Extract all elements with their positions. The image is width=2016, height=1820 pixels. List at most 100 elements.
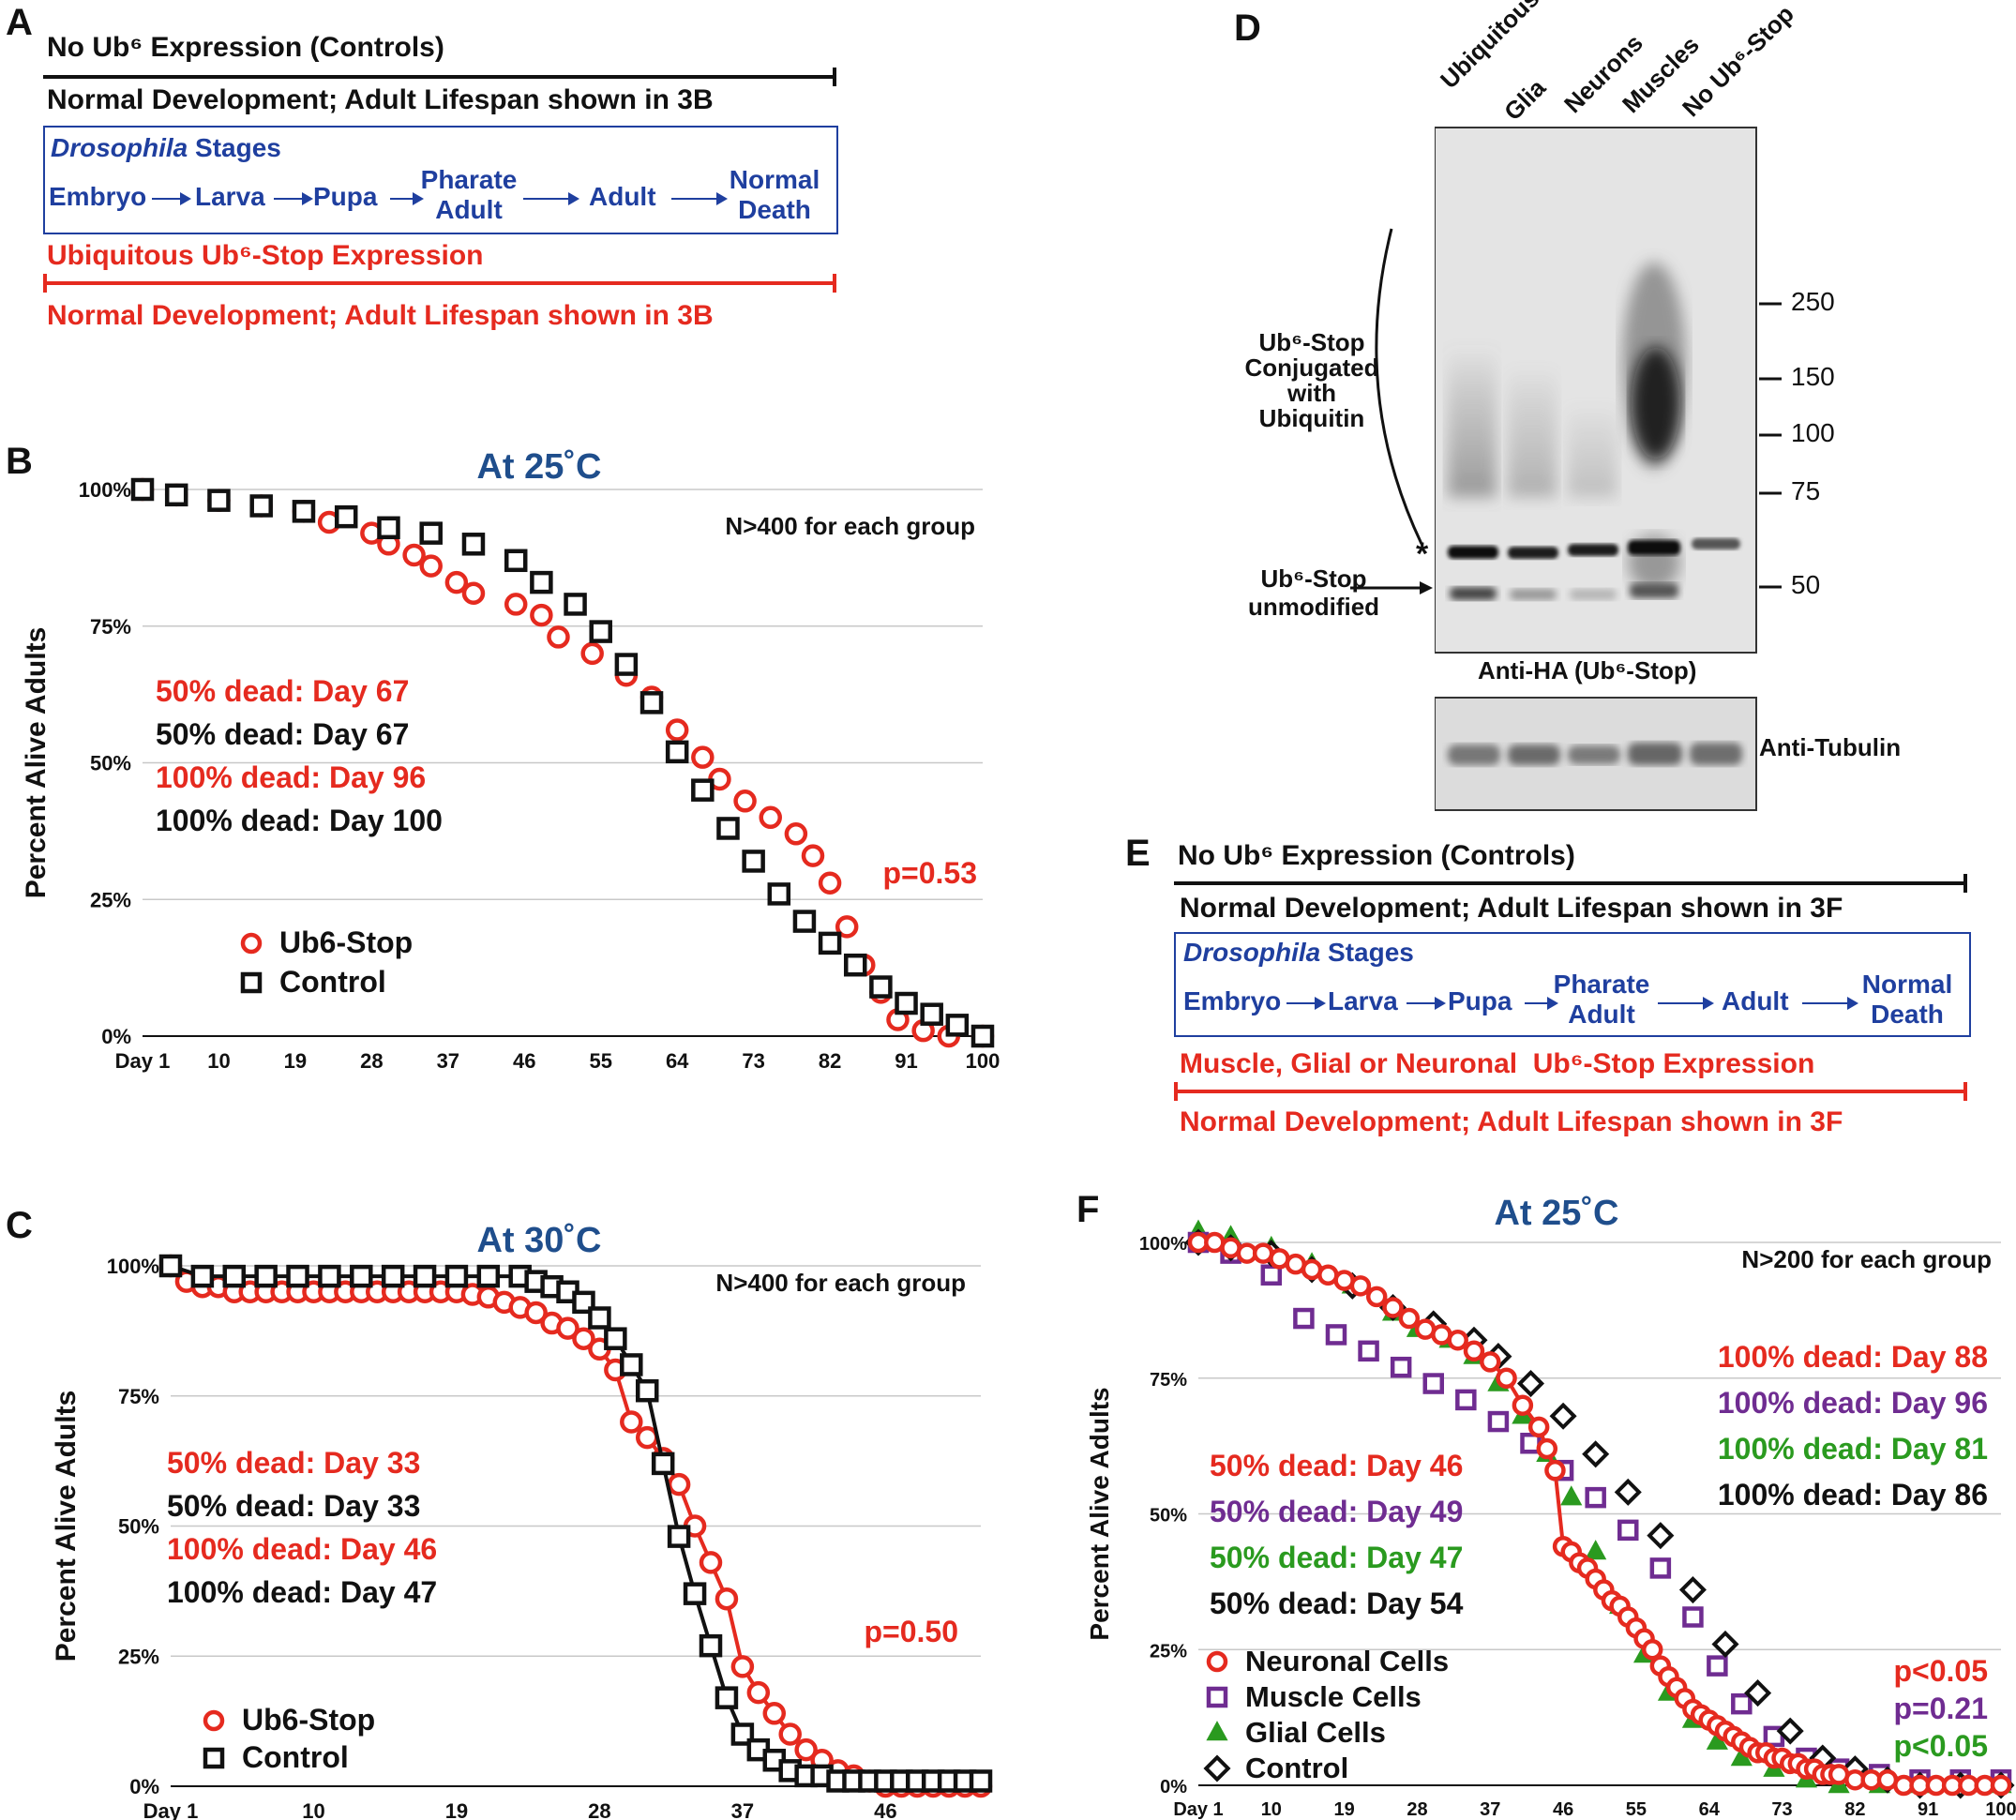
chart-c: 0% 25% 50% 75% 100% Day 1 10 19 28 37 46 Percent Al… <box>51 1221 993 1820</box>
chart-f-point-muscle-cells <box>1358 1340 1379 1362</box>
chart-c-point-control <box>413 1264 437 1288</box>
chart-b-point-control <box>895 991 918 1015</box>
chart-f-point-muscle-cells <box>1455 1389 1477 1411</box>
chart-c-point-ub6-stop <box>699 1551 723 1574</box>
chart-f-point-muscle-cells <box>1293 1307 1315 1330</box>
chart-f-legend-label: Neuronal Cells <box>1245 1645 1449 1677</box>
chart-c-legend-label: Control <box>242 1740 349 1774</box>
chart-f-ytick-label: 0% <box>1160 1777 1187 1797</box>
blot-band-unmod-3 <box>1570 589 1617 600</box>
chart-b-point-ub6-stop <box>818 871 842 895</box>
chart-f-point-neuronal-cells <box>1512 1394 1534 1416</box>
chart-b-point-ub6-stop <box>784 822 808 846</box>
chart-c-point-control <box>588 1306 611 1330</box>
chart-f-ytick-label: 25% <box>1150 1641 1187 1662</box>
timeline-e-stage-title-rest: Stages <box>1320 938 1414 967</box>
chart-b-xtick-label: 19 <box>284 1049 307 1073</box>
chart-f-point-muscle-cells <box>1649 1557 1672 1579</box>
chart-b-point-ub6-stop <box>835 915 859 939</box>
timeline-a-stage-title-italic: Drosophila <box>51 133 188 162</box>
chart-f-point-control <box>1711 1630 1739 1658</box>
timeline-a-exp-line <box>43 281 836 285</box>
chart-b-point-ub6-stop <box>402 543 426 567</box>
blot-unmod-label: Ub⁶-Stop unmodified <box>1247 564 1380 621</box>
chart-b-point-control <box>249 494 273 518</box>
timeline-e-control-line <box>1174 881 1967 885</box>
chart-f-legend-label: Muscle Cells <box>1245 1680 1422 1713</box>
chart-c-point-control <box>286 1264 309 1288</box>
chart-c-xtick-label: 28 <box>588 1799 610 1820</box>
blot-marker-100: 100 <box>1791 418 1835 447</box>
chart-f-stat-label: 50% dead: Day 46 <box>1210 1449 1463 1482</box>
chart-b-legend-marker <box>240 971 263 994</box>
chart-b-point-control <box>945 1014 970 1037</box>
blot-marker-50: 50 <box>1791 570 1821 599</box>
blot-band-ns-1 <box>1448 546 1498 559</box>
chart-f-xtick-label: 19 <box>1334 1799 1355 1820</box>
panel-letter-d: D <box>1234 8 1261 49</box>
chart-f-stat2-label: 100% dead: Day 81 <box>1718 1432 1988 1466</box>
panel-letter-e: E <box>1125 833 1151 874</box>
chart-b-point-control <box>461 533 486 556</box>
chart-b-point-ub6-stop <box>547 625 570 649</box>
chart-f-ytick-label: 50% <box>1150 1506 1187 1527</box>
chart-b: 0% 25% 50% 75% 100% Day 1 10 19 28 37 46 55 64 73 82 91… <box>21 447 1000 1073</box>
chart-b-xtick-label: 91 <box>895 1049 917 1073</box>
chart-c-point-control <box>620 1353 643 1376</box>
chart-b-ytick-label: 25% <box>90 888 131 911</box>
chart-c-xtick-label: 19 <box>445 1799 468 1820</box>
tubulin-band-5 <box>1690 743 1742 765</box>
chart-c-ylabel: Percent Alive Adults <box>51 1391 82 1662</box>
chart-b-point-ub6-stop <box>444 570 469 594</box>
chart-b-point-ub6-stop <box>665 718 689 742</box>
chart-f-point-neuronal-cells <box>1365 1286 1388 1308</box>
chart-b-xtick-label: 37 <box>437 1049 459 1073</box>
chart-f-point-control <box>1582 1440 1610 1468</box>
chart-c-point-ub6-stop <box>524 1301 548 1325</box>
chart-b-point-control <box>207 489 231 512</box>
chart-f-point-muscle-cells <box>1707 1655 1728 1677</box>
panel-letter-a: A <box>6 2 33 43</box>
blot-marker-150: 150 <box>1791 362 1835 391</box>
chart-c-legend-label: Ub6-Stop <box>242 1703 375 1737</box>
chart-b-xtick-label: 46 <box>513 1049 535 1073</box>
chart-f-xtick-label: 91 <box>1918 1799 1938 1820</box>
blot-lane-no-ub6: No Ub⁶-Stop <box>1677 0 1799 123</box>
chart-c-point-ub6-stop <box>635 1425 659 1450</box>
chart-b-point-control <box>767 882 791 906</box>
chart-c-xtick-label: Day 1 <box>143 1799 199 1820</box>
blot-band-unmod-1 <box>1450 587 1497 600</box>
timeline-a-exp-header: Ubiquitous Ub⁶-Stop Expression <box>47 240 484 271</box>
chart-f-point-neuronal-cells <box>1641 1639 1663 1661</box>
chart-c-ytick-label: 25% <box>118 1645 159 1668</box>
chart-b-ytick-label: 75% <box>90 615 131 639</box>
timeline-e-stage-title-italic: Drosophila <box>1183 938 1321 967</box>
chart-f-ytick-label: 75% <box>1150 1370 1187 1391</box>
chart-c-point-control <box>699 1633 723 1658</box>
chart-f-xtick-label: 46 <box>1553 1799 1573 1820</box>
chart-f-note: N>200 for each group <box>1741 1245 1992 1273</box>
chart-f-point-neuronal-cells <box>1349 1275 1372 1297</box>
blot-smear-lane3 <box>1568 403 1617 497</box>
chart-f-stat2-label: 100% dead: Day 86 <box>1718 1478 1988 1512</box>
chart-c-point-control <box>190 1264 215 1288</box>
blot-band-ns-4 <box>1628 540 1680 555</box>
chart-c-point-control <box>604 1327 627 1350</box>
chart-b-point-control <box>164 483 188 507</box>
timeline-a-control-cap-right <box>833 68 836 86</box>
chart-f-point-glial-cells <box>1560 1485 1583 1506</box>
chart-f-xtick-label: 28 <box>1407 1799 1427 1820</box>
chart-c-stat-label: 50% dead: Day 33 <box>167 1489 420 1523</box>
chart-c-ytick-label: 100% <box>107 1255 159 1278</box>
chart-c-point-ub6-stop <box>667 1472 691 1497</box>
chart-c-point-control <box>444 1264 469 1288</box>
chart-c-point-control <box>254 1264 278 1288</box>
timeline-a-control-desc: Normal Development; Adult Lifespan shown… <box>47 84 714 115</box>
chart-f-legend-marker <box>1203 1754 1231 1782</box>
chart-f-point-neuronal-cells <box>1990 1774 2012 1797</box>
chart-f-point-neuronal-cells <box>1463 1340 1485 1362</box>
chart-c-point-control <box>635 1378 659 1403</box>
chart-f-xtick-label: 37 <box>1480 1799 1500 1820</box>
chart-b-xtick-label: 64 <box>666 1049 689 1073</box>
chart-b-xtick-label: 55 <box>589 1049 611 1073</box>
